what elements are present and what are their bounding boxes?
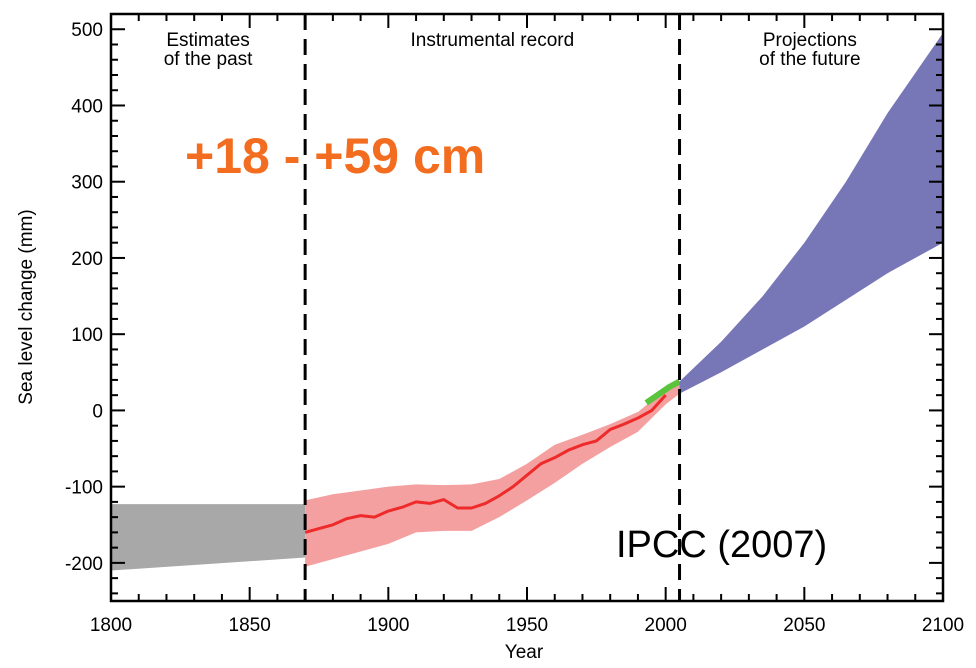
y-tick-label: 100 <box>71 325 103 346</box>
y-tick-label: 400 <box>71 96 103 117</box>
x-tick-label: 1850 <box>229 615 271 636</box>
x-axis-title: Year <box>505 642 544 663</box>
y-tick-label: -100 <box>65 478 103 499</box>
y-tick-label: 200 <box>71 249 103 270</box>
x-tick-label: 1950 <box>506 615 548 636</box>
period-label-2: of the future <box>759 49 860 70</box>
x-tick-label: 2100 <box>922 615 964 636</box>
dividers-layer <box>303 14 682 601</box>
y-tick-label: -200 <box>65 554 103 575</box>
y-tick-label: 500 <box>71 20 103 41</box>
series-layer <box>111 33 943 571</box>
line-series-2 <box>304 394 667 534</box>
y-tick-label: 0 <box>92 401 103 422</box>
line-series-3 <box>644 378 681 406</box>
highlight-annotation: +18 - +59 cm <box>185 128 485 184</box>
source-annotation: IPCC (2007) <box>616 524 827 566</box>
band-series-1 <box>305 381 680 567</box>
axes-layer <box>109 12 945 603</box>
y-axis-title: Sea level change (mm) <box>16 209 37 404</box>
x-tick-label: 1900 <box>367 615 409 636</box>
x-tick-label: 1800 <box>90 615 132 636</box>
y-tick-label: 300 <box>71 173 103 194</box>
x-tick-label: 2050 <box>783 615 825 636</box>
period-label-0: of the past <box>164 49 253 70</box>
x-tick-label: 2000 <box>645 615 687 636</box>
band-series-4 <box>679 33 943 394</box>
period-label-0: Estimates <box>166 30 249 51</box>
period-label-2: Projections <box>763 30 857 51</box>
text-layer: Year Sea level change (mm) +18 - +59 cm … <box>16 20 964 663</box>
band-series-0 <box>111 504 306 571</box>
period-label-1: Instrumental record <box>410 30 574 51</box>
